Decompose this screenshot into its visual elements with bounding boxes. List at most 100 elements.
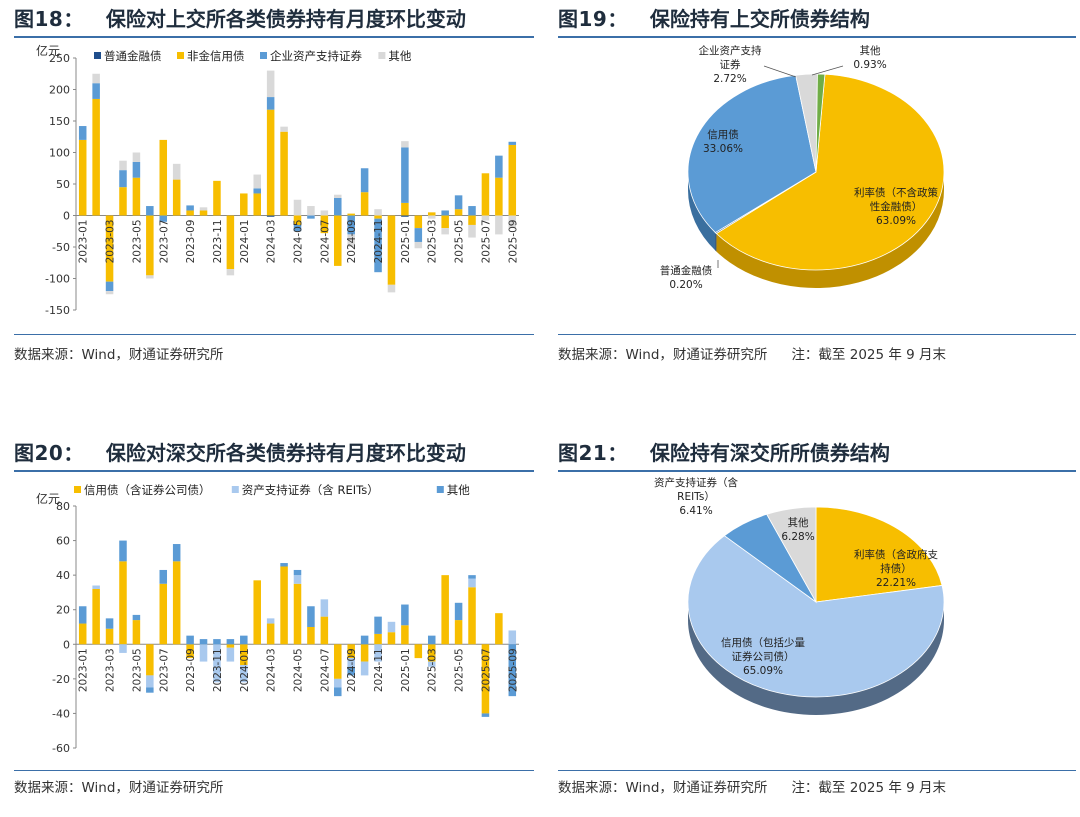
y-tick-label: 150 [49,115,70,128]
bar-segment [387,284,396,293]
bar-segment [347,213,355,216]
bar-segment [468,215,476,225]
fig21-source: 数据来源：Wind，财通证券研究所 注：截至 2025 年 9 月末 [558,776,946,796]
bar-segment [119,187,127,216]
bar-segment [427,661,436,667]
bar-segment [186,205,194,211]
bar-segment [266,109,275,216]
slice-name-label: 信用债 [707,128,739,141]
x-tick-label: 2024-05 [293,220,305,264]
bar-segment [159,583,168,645]
bar-segment [266,215,275,217]
x-tick-label: 2024-09 [346,648,358,692]
fig18-panel: 图18： 保险对上交所各类债券持有月度环比变动 -150 -100 -50 0 50 10… [14,0,534,370]
bar-segment [508,644,517,697]
bar-segment [320,210,329,216]
fig19-number: 图19： [558,6,628,31]
legend-label: 其他 [388,49,411,63]
bar-segment [213,639,221,645]
y-tick-label: 250 [49,52,70,65]
x-tick-label: 2025-07 [480,220,492,264]
slice-name-label: 普通金融债 [660,264,713,277]
bar-segment [92,73,100,84]
bar-segment [481,644,490,714]
fig21-note: 注：截至 2025 年 9 月末 [791,780,947,796]
slice-value-label: 0.93% [853,59,886,71]
x-tick-label: 2025-09 [507,219,519,263]
bar-segment [414,241,423,249]
slice-name-label: 证券 [720,58,741,71]
bar-segment [199,210,208,216]
fig20-number: 图20： [14,440,84,465]
fig20-panel: 图20： 保险对深交所各类债券持有月度环比变动 -60 -40 -20 0 20 40 60… [14,434,534,804]
bar-segment [374,218,382,273]
pie-slice [815,73,826,173]
bar-segment [280,563,288,567]
bar-segment [78,606,87,624]
bar-segment [481,215,490,221]
bar-segment [199,644,208,662]
legend-label: 企业资产支持证券 [270,49,362,63]
x-tick-label: 2023-07 [158,648,170,692]
y-tick-label: -40 [52,707,70,720]
bar-segment [360,644,369,662]
legend-swatch [231,486,239,493]
legend-swatch [74,486,81,493]
slice-name-label: 利率债（不含政策 [854,186,938,199]
pie-side [688,172,716,251]
bar-segment [427,644,436,662]
bar-segment [213,180,221,216]
bar-segment [172,544,181,562]
bar-segment [468,578,476,588]
legend-label: 非金信用债 [187,49,245,63]
bar-segment [105,618,114,629]
bar-segment [495,177,503,216]
bar-segment [334,678,342,688]
bar-segment [199,639,208,645]
x-tick-label: 2023-01 [78,220,90,264]
fig19-source: 数据来源：Wind，财通证券研究所 注：截至 2025 年 9 月末 [558,343,946,363]
fig21-top-rule [558,470,1076,472]
fig21-panel: 图21： 保险持有深交所所债券结构 利率债（含政府支 持债） 22.21% 信用债（包… [558,434,1076,804]
slice-name-label: 证券公司债） [732,650,795,663]
pie-slice [715,73,945,271]
bar-segment [253,193,261,216]
x-tick-label: 2024-11 [373,220,385,264]
bar-segment [293,215,302,225]
bar-segment [146,644,154,676]
bar-segment [427,215,436,219]
x-tick-label: 2023-11 [212,648,224,692]
bar-segment [374,215,382,219]
bar-segment [186,635,194,645]
y-tick-label: -150 [45,304,70,317]
bar-segment [226,647,235,662]
bar-segment [105,281,114,292]
bar-segment [495,155,503,178]
bar-segment [427,635,436,645]
bar-segment [495,215,503,235]
pie-slice [687,74,817,234]
fig18-bottom-rule [14,334,534,335]
bar-segment [119,170,127,188]
y-tick-label: 20 [56,604,70,617]
y-tick-label: 80 [56,500,70,513]
bar-segment [280,131,288,216]
slice-value-label: 6.28% [781,531,814,543]
bar-segment [92,588,100,645]
pie-side [688,602,944,715]
bar-segment [146,215,154,276]
fig21-title-text: 保险持有深交所所债券结构 [649,440,890,465]
bar-segment [441,228,449,235]
x-tick-label: 2023-05 [131,220,143,264]
leader-line [763,65,797,78]
x-tick-label: 2024-11 [373,648,385,692]
slice-value-label: 2.72% [713,73,746,85]
fig18-number: 图18： [14,6,84,31]
bar-segment [468,575,476,579]
fig18-title: 图18： 保险对上交所各类债券持有月度环比变动 [14,0,466,34]
x-tick-label: 2023-11 [212,220,224,264]
y-tick-label: -50 [52,241,70,254]
slice-name-label: 其他 [788,516,809,529]
fig21-source-text: 数据来源：Wind，财通证券研究所 [558,780,768,796]
